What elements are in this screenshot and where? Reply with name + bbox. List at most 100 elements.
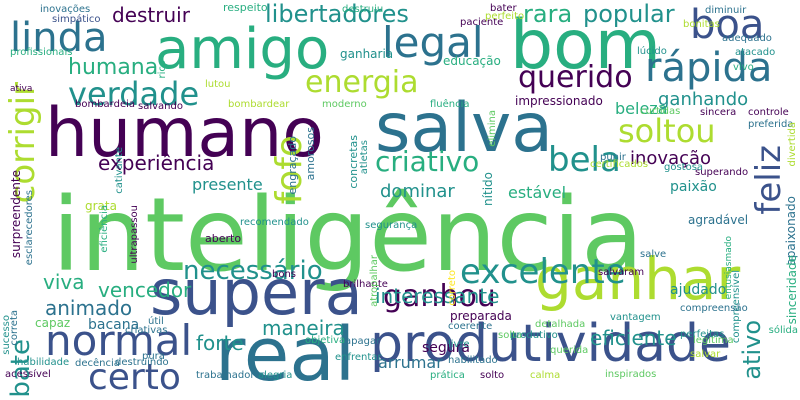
word: acessível	[5, 369, 51, 380]
word: presente	[192, 175, 263, 194]
word: útil	[148, 316, 164, 327]
word: inspirados	[605, 369, 657, 380]
word: libertadores	[265, 0, 409, 28]
word: produtividade	[370, 314, 731, 374]
word: certo	[88, 357, 181, 398]
word: esclarecedores	[24, 190, 35, 266]
word: apagar	[345, 336, 381, 347]
word: amorosos	[304, 127, 317, 181]
word: paixão	[670, 179, 717, 195]
word: segurança	[365, 220, 418, 231]
word: ganhar	[535, 245, 741, 313]
word: lutou	[205, 79, 231, 90]
word: linda	[10, 15, 108, 61]
word: bombardear	[228, 99, 290, 110]
word: ganharia	[340, 47, 394, 61]
word: brilhante	[343, 279, 388, 290]
word: nítido	[481, 172, 495, 206]
word: respeito	[223, 1, 268, 14]
word: sucesso	[1, 315, 12, 355]
word: salva	[375, 89, 553, 168]
word: educação	[443, 54, 501, 68]
word: estável	[508, 183, 567, 202]
word: popular	[583, 0, 675, 28]
word: engraçado	[286, 136, 299, 195]
word: excelente	[460, 252, 626, 292]
word: agradável	[688, 213, 749, 227]
word: legal	[382, 18, 484, 67]
word: experiência	[98, 151, 215, 175]
word: recomendado	[240, 217, 309, 228]
word: grata	[85, 199, 117, 213]
word: salvando	[138, 101, 183, 112]
word: habilidade	[17, 357, 70, 368]
word: supera	[150, 256, 363, 329]
word: sincera	[700, 107, 737, 118]
word: sólida	[768, 325, 798, 336]
word: destruindo	[115, 357, 169, 368]
word: feliz	[749, 145, 789, 215]
word: normal	[45, 316, 193, 365]
word: simpático	[52, 14, 101, 25]
word: vantagem	[610, 312, 661, 323]
word: querido	[518, 60, 633, 95]
word: necessário	[183, 256, 323, 286]
word: alegria	[258, 370, 293, 381]
word: maneira	[262, 316, 345, 340]
word: dominar	[380, 181, 455, 202]
word: inovações	[40, 4, 91, 15]
word: perfeito	[485, 11, 525, 22]
word: moderno	[322, 99, 367, 110]
word: humano	[45, 94, 324, 173]
word: ganhou	[383, 279, 496, 314]
word: decência	[75, 358, 120, 369]
word: salvaram	[598, 267, 645, 278]
word: energia	[305, 65, 419, 100]
word: salvar	[690, 349, 721, 360]
word: legítima	[693, 335, 734, 346]
word: objetiva	[305, 335, 346, 346]
word: livre	[448, 339, 470, 350]
word: impressionado	[515, 94, 603, 108]
word: perfeitas	[680, 329, 725, 340]
word: cativante	[114, 147, 125, 194]
word: interessante	[375, 284, 500, 308]
word: preferida	[748, 119, 794, 130]
word: humana	[68, 55, 159, 80]
word: soltou	[618, 112, 716, 150]
word: animado	[45, 296, 133, 320]
word: profissionais	[10, 47, 73, 58]
word: curtidas	[640, 106, 681, 117]
word: salve	[640, 249, 667, 260]
word: rico	[157, 60, 168, 79]
word: bom	[510, 6, 662, 85]
word: inovação	[630, 148, 712, 169]
word: correto	[447, 270, 458, 306]
word: aberto	[205, 232, 242, 245]
word: compreensão	[680, 303, 748, 314]
word: bombardeia	[75, 99, 136, 110]
word: viva	[43, 270, 85, 294]
word: fluência	[430, 99, 470, 110]
word: gostosa	[664, 162, 704, 173]
word: querida	[550, 345, 589, 356]
word: rara	[523, 0, 573, 28]
word: bela	[548, 140, 621, 180]
word: bonitas	[683, 19, 720, 30]
word: concretas	[347, 135, 360, 189]
word: atacado	[735, 47, 776, 58]
word: trabalhadores	[196, 370, 266, 381]
word: produtivo	[510, 330, 558, 341]
word: criativo	[375, 145, 480, 178]
word: capaz	[35, 316, 71, 330]
word: arrumar	[378, 353, 443, 372]
word: destruir	[112, 3, 190, 27]
word: habilitado	[448, 355, 498, 366]
word: divertida	[787, 122, 798, 167]
word: atletas	[359, 140, 370, 175]
word: segura	[422, 340, 471, 356]
word: real	[215, 312, 356, 398]
word: preparada	[450, 309, 512, 323]
word: detalhada	[535, 319, 586, 330]
